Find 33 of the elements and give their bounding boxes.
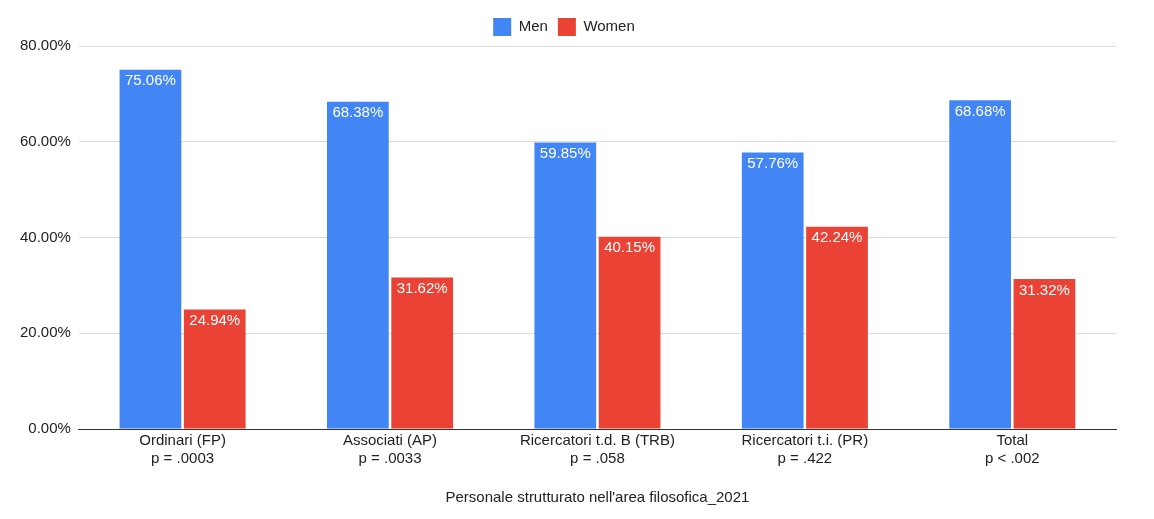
y-tick-label: 0.00% (28, 419, 71, 437)
bar (949, 100, 1011, 429)
y-tick-label: 80.00% (20, 36, 71, 54)
bar (1013, 279, 1076, 429)
data-label: 68.68% (954, 101, 1006, 119)
x-tick-label: Ordinari (FP) p = .0003 (139, 431, 226, 467)
y-tick-label: 60.00% (20, 131, 71, 149)
data-label: 42.24% (811, 228, 863, 246)
data-label: 57.76% (747, 154, 799, 172)
x-axis-title: Personale strutturato nell'area filosofica_2021 (445, 488, 750, 506)
data-label: 59.85% (539, 144, 591, 162)
data-label: 31.32% (1019, 280, 1070, 298)
y-tick-label: 20.00% (20, 323, 71, 341)
bar (391, 277, 454, 429)
bar (119, 69, 182, 429)
x-tick-label: Total p < .002 (984, 431, 1040, 467)
x-tick-label: Associati (AP) p = .0033 (342, 431, 438, 467)
y-tick-label: 40.00% (20, 227, 71, 245)
bar (806, 226, 868, 429)
legend-label: Men (518, 17, 548, 35)
x-tick-label: Ricercatori t.d. B (TRB) p = .058 (519, 431, 675, 467)
bar (534, 142, 597, 429)
bar (183, 309, 246, 429)
data-label: 24.94% (189, 311, 241, 329)
bar (327, 101, 389, 429)
data-label: 40.15% (604, 238, 656, 256)
bar (598, 236, 661, 429)
x-tick-label: Ricercatori t.i. (PR) p = .422 (741, 431, 869, 467)
data-label: 75.06% (125, 71, 176, 89)
bar (741, 152, 804, 429)
legend-label: Women (583, 17, 635, 35)
data-label: 31.62% (396, 279, 448, 297)
data-label: 68.38% (332, 103, 384, 121)
